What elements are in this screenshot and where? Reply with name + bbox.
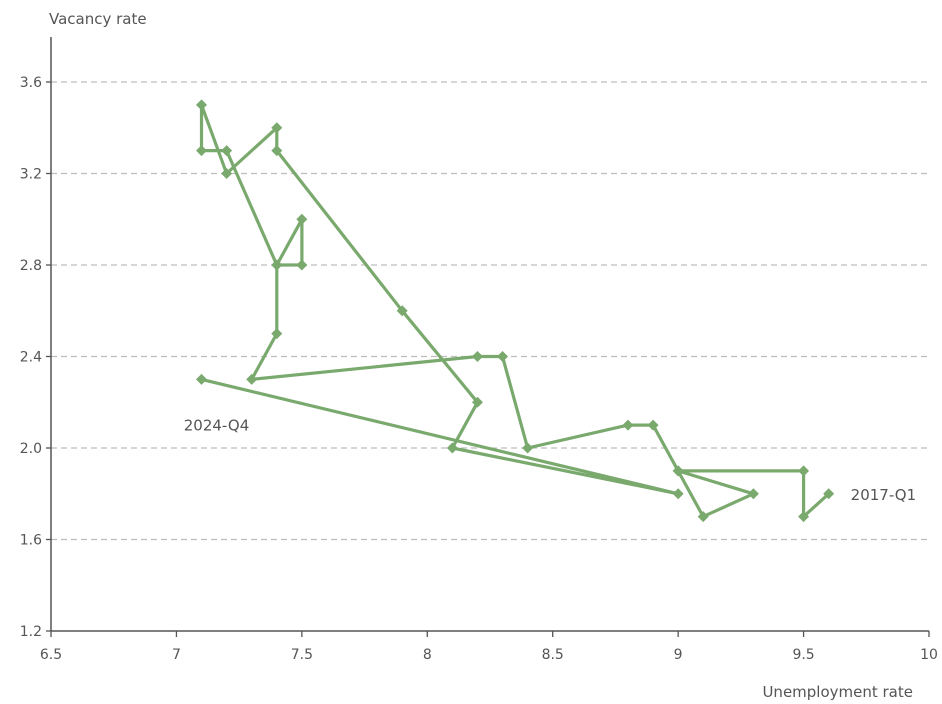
data-point-marker [672, 465, 684, 477]
x-axis-title: Unemployment rate [762, 683, 913, 701]
data-point-marker [221, 168, 233, 179]
y-ticks: 1.2 1.6 2.0 2.4 2.8 3.2 3.6 [20, 75, 51, 640]
data-point-marker [798, 511, 810, 523]
data-point-marker [647, 419, 659, 431]
series-markers [196, 99, 835, 523]
data-point-marker [471, 351, 483, 362]
data-point-marker [196, 145, 208, 157]
series-line [199, 103, 831, 519]
data-point-marker [271, 145, 283, 157]
data-point-marker [246, 373, 258, 385]
y-tick-label: 1.6 [20, 533, 42, 549]
data-point-marker [672, 488, 684, 500]
data-point-marker [296, 213, 308, 225]
y-tick-label: 2.4 [20, 350, 42, 366]
data-point-marker [271, 328, 283, 340]
data-point-marker [697, 511, 709, 523]
annotation-end-label: 2024-Q4 [184, 416, 250, 434]
data-point-marker [622, 419, 634, 431]
x-tick-label: 8 [423, 647, 432, 663]
annotation-start-label: 2017-Q1 [851, 486, 917, 504]
x-tick-label: 7 [172, 647, 181, 663]
data-point-marker [471, 396, 483, 408]
x-tick-label: 8.5 [542, 647, 564, 663]
data-point-marker [823, 488, 835, 500]
annotations: 2017-Q1 2024-Q4 [184, 416, 916, 503]
data-point-marker [446, 442, 458, 454]
data-point-marker [497, 351, 509, 362]
data-point-marker [271, 122, 283, 134]
gridlines [51, 81, 929, 541]
y-tick-label: 2.8 [20, 258, 42, 274]
series-path [199, 103, 831, 519]
data-point-marker [196, 99, 208, 111]
x-tick-label: 9.5 [792, 647, 814, 663]
y-axis-title: Vacancy rate [49, 10, 147, 28]
data-point-marker [522, 442, 534, 454]
x-tick-label: 10 [920, 647, 938, 663]
x-tick-label: 6.5 [40, 647, 62, 663]
data-point-marker [296, 259, 308, 271]
data-point-marker [221, 145, 233, 157]
y-tick-label: 3.2 [20, 167, 42, 183]
y-tick-label: 2.0 [20, 441, 42, 457]
data-point-marker [747, 488, 759, 500]
data-point-marker [798, 465, 810, 477]
data-point-marker [396, 305, 408, 317]
data-point-marker [271, 259, 283, 271]
x-tick-label: 9 [674, 647, 683, 663]
x-ticks: 6.5 7 7.5 8 8.5 9 9.5 10 [40, 631, 938, 663]
y-tick-label: 3.6 [20, 75, 42, 91]
data-point-marker [196, 373, 208, 385]
y-tick-label: 1.2 [20, 624, 42, 640]
x-tick-label: 7.5 [291, 647, 313, 663]
